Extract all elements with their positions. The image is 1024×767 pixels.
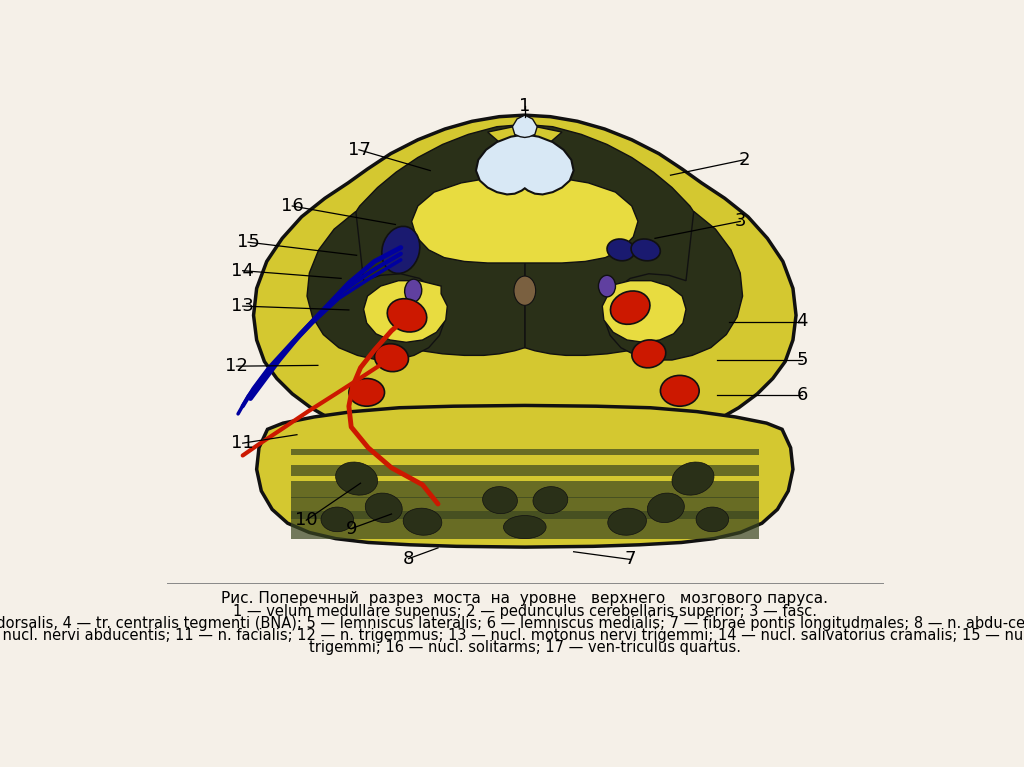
Text: 1 — velum medullare supenus; 2 — pedunculus cerebellaris superior; 3 — fasc.: 1 — velum medullare supenus; 2 — peduncu… — [232, 604, 817, 619]
Text: 3: 3 — [734, 212, 746, 230]
Text: longitudinahs dorsalis, 4 — tr. centralis tegmenti (BNA); 5 — lemniscus laterali: longitudinahs dorsalis, 4 — tr. centrali… — [0, 616, 1024, 631]
Text: 12: 12 — [225, 357, 248, 375]
Polygon shape — [521, 124, 713, 355]
Polygon shape — [307, 212, 445, 360]
Ellipse shape — [382, 226, 420, 274]
Text: 2: 2 — [738, 151, 750, 169]
Ellipse shape — [607, 239, 635, 261]
Text: 9: 9 — [345, 519, 357, 538]
Ellipse shape — [632, 340, 666, 368]
Polygon shape — [602, 281, 686, 342]
Text: 15: 15 — [237, 233, 259, 251]
Ellipse shape — [660, 375, 699, 407]
Text: 1: 1 — [519, 97, 530, 115]
Ellipse shape — [482, 486, 517, 514]
Text: 10: 10 — [295, 511, 317, 529]
Ellipse shape — [647, 493, 684, 522]
Ellipse shape — [504, 515, 546, 538]
Polygon shape — [291, 511, 759, 538]
Polygon shape — [337, 124, 528, 355]
Text: trigemmi; 16 — nucl. solitarms; 17 — ven-triculus quartus.: trigemmi; 16 — nucl. solitarms; 17 — ven… — [309, 640, 740, 655]
Text: 7: 7 — [625, 551, 636, 568]
Ellipse shape — [514, 276, 536, 305]
Text: 14: 14 — [231, 262, 254, 280]
Text: 5: 5 — [797, 351, 808, 369]
Ellipse shape — [598, 275, 615, 297]
Polygon shape — [291, 466, 759, 476]
Text: Рис. Поперечный  разрез  моста  на  уровне   верхнего   мозгового паруса.: Рис. Поперечный разрез моста на уровне в… — [221, 591, 828, 606]
Polygon shape — [291, 449, 759, 456]
Polygon shape — [254, 115, 796, 446]
Ellipse shape — [404, 279, 422, 302]
Ellipse shape — [321, 507, 353, 532]
Polygon shape — [412, 176, 638, 263]
Ellipse shape — [403, 509, 441, 535]
Text: 17: 17 — [347, 141, 371, 159]
Ellipse shape — [336, 462, 378, 495]
Ellipse shape — [375, 344, 409, 372]
Ellipse shape — [631, 239, 660, 261]
Polygon shape — [476, 134, 573, 195]
Polygon shape — [604, 212, 742, 360]
Text: 11: 11 — [231, 434, 254, 453]
Ellipse shape — [366, 493, 402, 522]
Ellipse shape — [387, 298, 427, 332]
Polygon shape — [364, 281, 447, 342]
Polygon shape — [257, 406, 793, 547]
Ellipse shape — [610, 291, 650, 324]
Ellipse shape — [532, 486, 567, 514]
Text: 8: 8 — [402, 550, 415, 568]
Text: facialis; 10 — nucl. nervi abducentis; 11 — n. facialis; 12 — n. trigemmus; 13 —: facialis; 10 — nucl. nervi abducentis; 1… — [0, 628, 1024, 643]
Ellipse shape — [672, 462, 714, 495]
Text: 13: 13 — [231, 297, 254, 315]
Text: 6: 6 — [797, 386, 808, 403]
Ellipse shape — [349, 378, 385, 407]
Polygon shape — [291, 481, 759, 498]
Polygon shape — [291, 497, 759, 518]
Ellipse shape — [696, 507, 729, 532]
Ellipse shape — [608, 509, 646, 535]
Text: 16: 16 — [281, 197, 304, 215]
Polygon shape — [512, 115, 538, 137]
Text: 4: 4 — [797, 312, 808, 331]
